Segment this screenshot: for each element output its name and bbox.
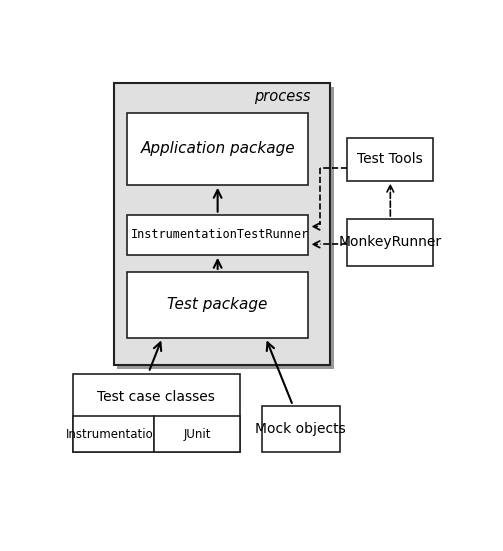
Bar [127,113,308,185]
Bar [262,406,340,452]
Text: Instrumentation: Instrumentation [66,428,161,441]
Bar [117,88,334,370]
Bar [348,219,433,266]
Text: MonkeyRunner: MonkeyRunner [339,235,442,249]
Bar [114,83,330,365]
Bar [72,416,154,452]
Text: InstrumentationTestRunner: InstrumentationTestRunner [131,228,309,241]
Text: process: process [254,89,310,105]
Bar [127,215,308,255]
Bar [72,374,240,452]
Bar [348,138,433,181]
Text: Test case classes: Test case classes [98,390,215,404]
Text: Application package: Application package [140,142,295,156]
Text: Test Tools: Test Tools [358,153,423,166]
Bar [127,272,308,338]
Text: Mock objects: Mock objects [256,422,346,436]
Text: JUnit: JUnit [184,428,211,441]
Bar [154,416,240,452]
Text: Test package: Test package [167,297,268,312]
